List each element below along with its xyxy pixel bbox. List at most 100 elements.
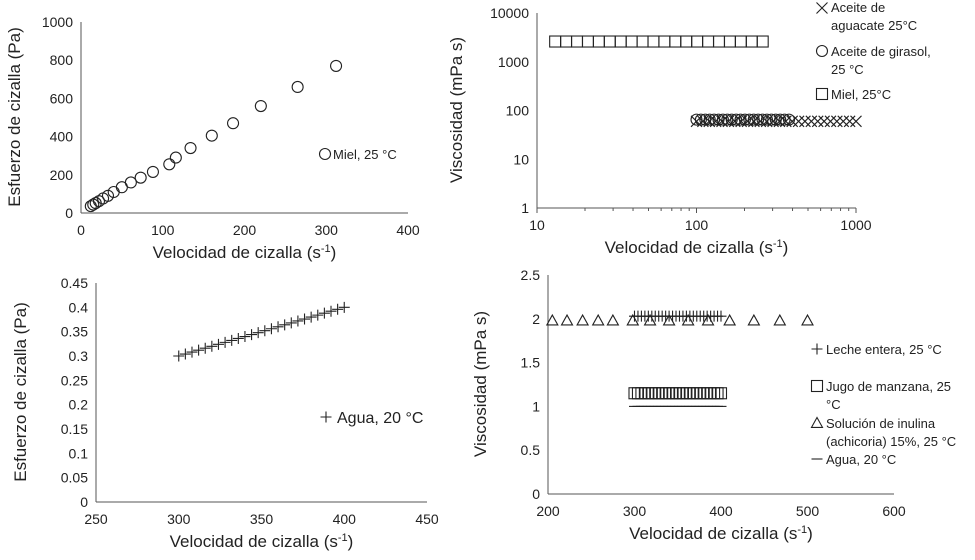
data-point xyxy=(87,198,100,211)
data-point xyxy=(636,35,649,48)
data-point xyxy=(635,387,648,400)
x-tick-label: 400 xyxy=(396,222,420,238)
data-point xyxy=(691,35,704,48)
data-point xyxy=(792,115,805,128)
data-point xyxy=(239,331,251,343)
data-point xyxy=(690,387,703,400)
data-point xyxy=(738,113,751,126)
data-point xyxy=(714,387,728,400)
data-point xyxy=(708,113,721,126)
data-point xyxy=(799,115,811,128)
data-point xyxy=(570,35,584,48)
data-point xyxy=(658,35,671,48)
series-0 xyxy=(629,310,727,322)
data-point xyxy=(818,115,830,128)
data-point xyxy=(581,35,594,48)
data-point xyxy=(325,305,337,317)
data-point xyxy=(606,313,620,326)
data-point xyxy=(701,387,714,400)
x-tick-label: 250 xyxy=(84,511,108,527)
legend-label: (achicoria) 15%, 25 °C xyxy=(826,434,956,449)
legend-marker xyxy=(811,343,823,355)
data-point xyxy=(645,387,658,400)
chart-c3: 250 300 350 400 450 0 0.05 0.1 0.15 0.2 0.25 0.3 0.3… xyxy=(61,275,439,551)
data-point xyxy=(628,387,641,400)
data-point xyxy=(756,35,769,48)
data-point xyxy=(305,311,317,323)
data-point xyxy=(292,315,304,327)
data-point xyxy=(723,313,737,326)
data-point xyxy=(193,344,205,356)
legend-entry: Aceite de aguacate 25°C xyxy=(816,0,917,33)
x-tick-label: 0 xyxy=(77,222,85,238)
data-point xyxy=(299,313,311,325)
data-point xyxy=(774,113,787,126)
legend-label: Agua, 20 °C xyxy=(337,410,423,427)
data-point xyxy=(716,113,729,126)
legend-label: Agua, 20 °C xyxy=(826,452,896,467)
data-point xyxy=(312,309,324,321)
y-axis-label: Esfuerzo de cizalla (Pa) xyxy=(5,27,24,207)
x-tick-label: 400 xyxy=(333,511,357,527)
data-point xyxy=(285,317,297,329)
legend-label: 25 °C xyxy=(831,62,864,77)
data-point xyxy=(721,113,734,126)
data-point xyxy=(631,387,645,400)
data-point xyxy=(124,176,137,189)
data-point xyxy=(656,387,669,400)
data-point xyxy=(701,313,715,326)
x-axis-label: Velocidad de cizalla (s-1) xyxy=(153,243,337,262)
data-point xyxy=(747,113,760,126)
data-point xyxy=(549,35,562,48)
data-point xyxy=(801,313,814,326)
data-point xyxy=(708,387,721,400)
data-point xyxy=(778,113,791,126)
y-tick-label: 2 xyxy=(532,311,540,327)
x-tick-label: 100 xyxy=(685,217,709,233)
data-point xyxy=(560,35,573,48)
data-point xyxy=(219,336,231,348)
x-tick-label: 300 xyxy=(167,511,191,527)
legend-label: Aceite de girasol, xyxy=(831,44,931,59)
legend-label: Jugo de manzana, 25 xyxy=(826,379,951,394)
data-point xyxy=(669,35,682,48)
data-point xyxy=(560,313,574,326)
y-tick-label: 200 xyxy=(50,167,74,183)
data-point xyxy=(676,387,689,400)
data-point xyxy=(173,350,185,362)
legend-entry: Aceite de girasol, 25 °C xyxy=(815,44,931,77)
legend-label: Solución de inulina xyxy=(826,416,936,431)
data-point xyxy=(227,117,240,130)
legend-label: Miel, 25°C xyxy=(831,87,891,102)
data-point xyxy=(254,99,267,113)
y-tick-label: 0.2 xyxy=(69,397,89,413)
data-point xyxy=(703,113,716,126)
y-axis-label: Esfuerzo de cizalla (Pa) xyxy=(11,302,30,482)
data-point xyxy=(592,35,605,48)
legend-label: Aceite de xyxy=(831,0,885,15)
data-point xyxy=(681,313,695,326)
data-point xyxy=(603,35,616,48)
data-point xyxy=(89,197,102,210)
legend-marker xyxy=(320,411,332,423)
y-tick-label: 0.4 xyxy=(69,299,89,315)
data-point xyxy=(163,158,176,171)
data-point xyxy=(680,387,693,400)
legend-label: Miel, 25 °C xyxy=(333,147,397,162)
y-tick-label: 0.25 xyxy=(61,372,88,388)
data-point xyxy=(765,113,778,126)
data-point xyxy=(186,346,198,358)
data-point xyxy=(179,348,191,360)
data-point xyxy=(206,340,218,352)
data-point xyxy=(643,313,657,326)
y-tick-label: 1000 xyxy=(498,54,529,70)
legend-marker xyxy=(810,416,824,428)
legend-entry: Solución de inulina (achicoria) 15%, 25 °… xyxy=(810,416,956,449)
data-point xyxy=(734,35,747,48)
data-point xyxy=(712,113,725,126)
y-axis-label: Viscosidad (mPa s) xyxy=(471,311,490,457)
data-point xyxy=(332,303,344,315)
series-1 xyxy=(628,387,728,400)
y-tick-label: 0 xyxy=(532,486,540,502)
data-point xyxy=(697,387,710,400)
